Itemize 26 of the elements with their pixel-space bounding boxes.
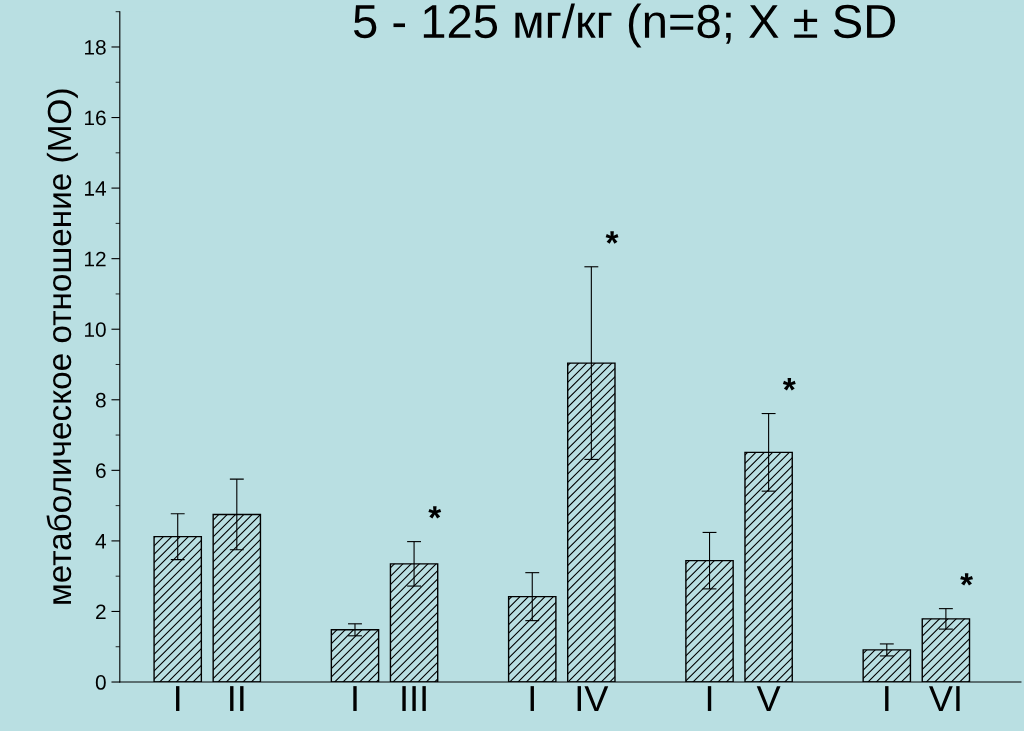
- y-tick-label: 12: [85, 251, 106, 267]
- x-tick-label: II: [230, 686, 244, 711]
- y-tick-label: 0: [95, 675, 106, 690]
- x-tick-label: VI: [928, 686, 960, 711]
- y-tick-label: 18: [85, 39, 106, 55]
- x-tick-label: V: [756, 686, 781, 711]
- y-tick-label: 4: [95, 534, 106, 549]
- x-tick-label: IV: [577, 686, 609, 711]
- x-tick-label: I: [353, 686, 357, 711]
- annotation: *: [605, 231, 619, 244]
- y-axis-title: метаболическое отношение (МО): [46, 89, 78, 604]
- y-tick-label: 8: [95, 392, 106, 408]
- chart-title: 5 - 125 мг/кг (n=8; X ± SD: [353, 3, 896, 48]
- y-tick-label: 2: [96, 604, 106, 620]
- y-tick-label: 16: [85, 110, 106, 126]
- annotation: *: [782, 378, 796, 391]
- x-tick-label: I: [530, 686, 534, 711]
- y-tick-label: 10: [85, 322, 106, 337]
- x-tick-label: I: [176, 686, 180, 711]
- annotation: *: [428, 506, 442, 519]
- x-tick-label: I: [885, 686, 889, 711]
- y-tick-label: 6: [96, 463, 106, 479]
- annotation: *: [960, 573, 974, 586]
- x-tick-label: III: [402, 686, 426, 711]
- x-tick-label: I: [707, 686, 712, 711]
- y-tick-label: 14: [85, 181, 107, 196]
